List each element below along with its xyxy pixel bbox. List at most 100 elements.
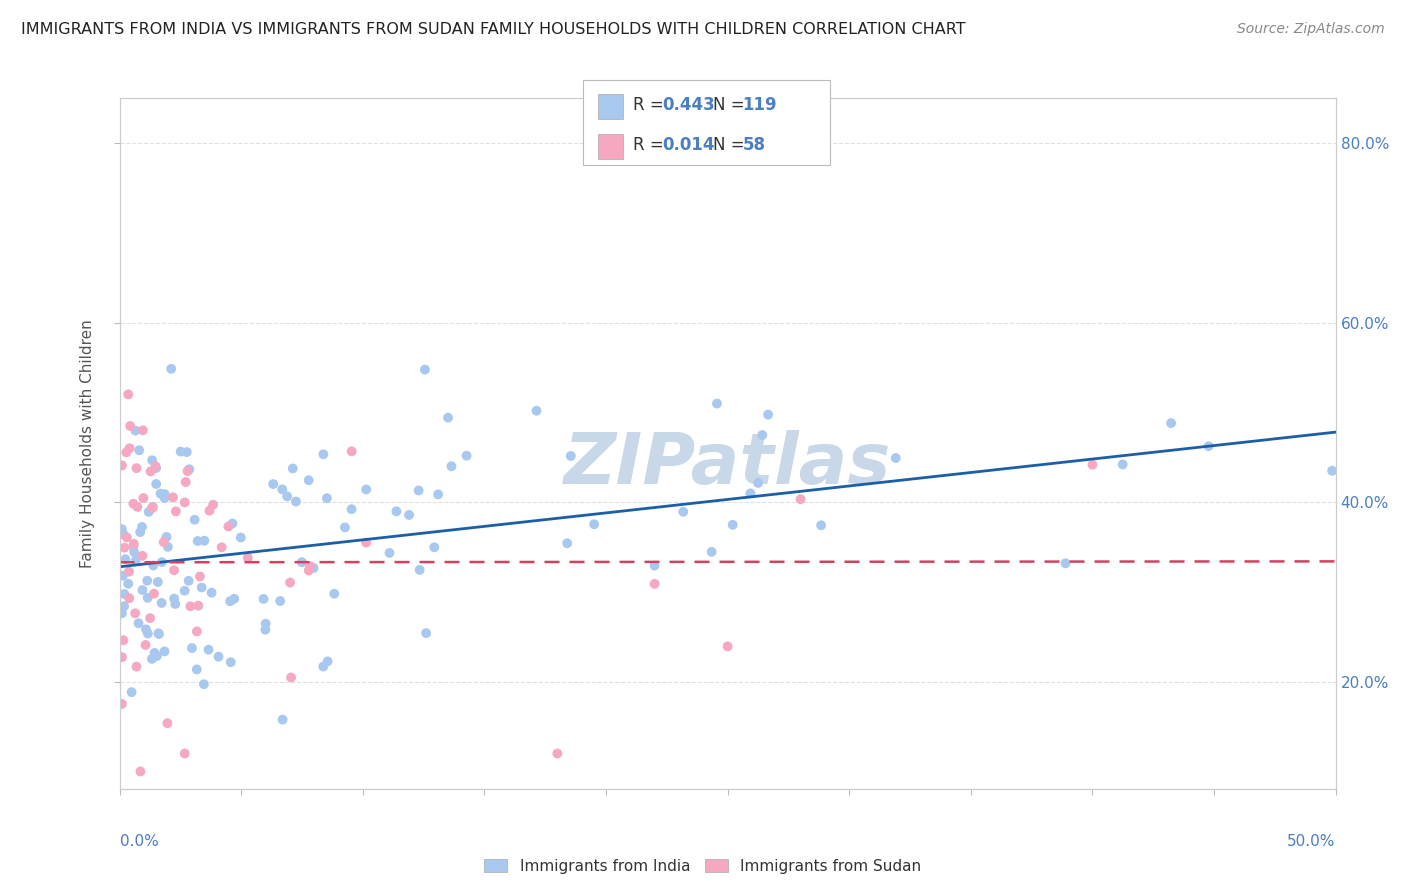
- Point: [200, 585, 222, 599]
- Text: R =: R =: [633, 136, 669, 154]
- Text: IMMIGRANTS FROM INDIA VS IMMIGRANTS FROM SUDAN FAMILY HOUSEHOLDS WITH CHILDREN C: IMMIGRANTS FROM INDIA VS IMMIGRANTS FROM…: [21, 22, 966, 37]
- Point: [176, 464, 198, 478]
- Point: [138, 505, 160, 519]
- Point: [1198, 439, 1220, 453]
- Point: [340, 444, 363, 458]
- Point: [706, 396, 728, 410]
- Point: [112, 527, 135, 541]
- Point: [183, 513, 205, 527]
- Point: [340, 502, 363, 516]
- Point: [125, 553, 148, 567]
- Point: [145, 477, 167, 491]
- Point: [153, 644, 176, 658]
- Point: [135, 638, 157, 652]
- Point: [217, 519, 239, 533]
- Point: [112, 633, 135, 648]
- Point: [111, 568, 134, 582]
- Point: [120, 419, 142, 434]
- Point: [193, 533, 215, 548]
- Point: [117, 387, 139, 401]
- Point: [700, 545, 723, 559]
- Point: [142, 558, 165, 573]
- Point: [122, 545, 145, 559]
- Point: [163, 563, 186, 577]
- Point: [1081, 458, 1104, 472]
- Point: [378, 546, 401, 560]
- Point: [118, 591, 141, 606]
- Point: [186, 624, 208, 639]
- Text: Source: ZipAtlas.com: Source: ZipAtlas.com: [1237, 22, 1385, 37]
- Point: [174, 475, 197, 489]
- Point: [173, 495, 195, 509]
- Point: [143, 587, 166, 601]
- Point: [153, 487, 176, 501]
- Point: [221, 516, 243, 531]
- Point: [281, 461, 304, 475]
- Point: [1112, 458, 1135, 472]
- Point: [153, 491, 176, 505]
- Point: [252, 591, 274, 606]
- Point: [145, 461, 167, 475]
- Point: [312, 659, 335, 673]
- Point: [179, 462, 201, 476]
- Point: [456, 449, 478, 463]
- Point: [145, 459, 167, 474]
- Point: [165, 597, 187, 611]
- Point: [1054, 556, 1077, 570]
- Point: [170, 444, 193, 458]
- Point: [198, 503, 221, 517]
- Point: [190, 581, 212, 595]
- Point: [415, 626, 437, 640]
- Point: [112, 599, 135, 614]
- Text: 0.443: 0.443: [662, 96, 716, 114]
- Point: [298, 564, 321, 578]
- Point: [121, 685, 143, 699]
- Point: [115, 531, 138, 545]
- Point: [143, 646, 166, 660]
- Point: [427, 487, 450, 501]
- Point: [408, 563, 430, 577]
- Point: [131, 520, 153, 534]
- Point: [129, 764, 152, 779]
- Point: [146, 574, 169, 589]
- Point: [756, 408, 779, 422]
- Point: [148, 627, 170, 641]
- Point: [125, 659, 148, 673]
- Point: [884, 450, 907, 465]
- Text: 50.0%: 50.0%: [1288, 834, 1336, 849]
- Point: [165, 504, 187, 518]
- Point: [162, 491, 184, 505]
- Point: [211, 541, 233, 555]
- Point: [721, 517, 744, 532]
- Point: [284, 494, 307, 508]
- Point: [254, 623, 277, 637]
- Point: [316, 654, 339, 668]
- Point: [125, 461, 148, 475]
- Point: [219, 594, 242, 608]
- Point: [299, 559, 322, 574]
- Point: [114, 541, 136, 555]
- Point: [139, 611, 162, 625]
- Point: [128, 443, 150, 458]
- Point: [546, 747, 568, 761]
- Point: [354, 535, 377, 549]
- Point: [354, 483, 377, 497]
- Point: [118, 442, 141, 456]
- Point: [1160, 416, 1182, 430]
- Point: [740, 486, 762, 500]
- Point: [197, 642, 219, 657]
- Point: [146, 648, 169, 663]
- Point: [139, 465, 162, 479]
- Point: [291, 555, 314, 569]
- Point: [413, 362, 436, 376]
- Point: [111, 697, 134, 711]
- Point: [173, 583, 195, 598]
- Point: [202, 498, 225, 512]
- Point: [644, 558, 666, 573]
- Point: [219, 655, 242, 669]
- Point: [136, 574, 159, 588]
- Text: 58: 58: [742, 136, 765, 154]
- Point: [115, 445, 138, 459]
- Point: [583, 517, 606, 532]
- Point: [278, 575, 301, 590]
